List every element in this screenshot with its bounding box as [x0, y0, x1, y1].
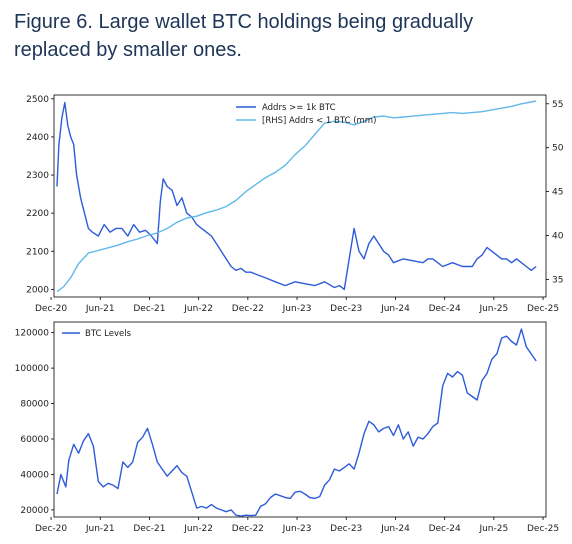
- x-tick-label: Jun-23: [282, 304, 312, 314]
- y-tick-label: 2400: [26, 133, 49, 143]
- figure-title: Figure 6. Large wallet BTC holdings bein…: [14, 11, 474, 61]
- bottom-x-axis: Dec-20 Jun-21 Dec-21 Jun-22 Dec-22 Jun-23 Dec-…: [35, 517, 559, 534]
- x-tick-label: Jun-24: [380, 304, 410, 314]
- x-tick-label: Jun-24: [380, 524, 410, 534]
- x-tick-label: Dec-21: [133, 304, 165, 314]
- y-tick-label: 120000: [15, 329, 50, 339]
- y-tick-label: 2000: [26, 285, 49, 295]
- y2-tick-label: 45: [552, 188, 563, 198]
- x-tick-label: Jun-22: [183, 524, 213, 534]
- y2-tick-label: 55: [552, 100, 563, 110]
- bottom-series-group: [56, 328, 537, 517]
- bottom-legend: BTC Levels: [62, 329, 132, 339]
- y-tick-label: 100000: [15, 364, 50, 374]
- bottom-y-axis: 20000 40000 60000 80000 100000 120000: [15, 329, 54, 516]
- top-series-group: [56, 100, 537, 293]
- bottom-chart-frame: [53, 321, 547, 518]
- y2-tick-label: 35: [552, 275, 563, 285]
- x-tick-label: Jun-22: [183, 304, 213, 314]
- top-chart-frame: [53, 94, 547, 298]
- x-tick-label: Dec-24: [429, 304, 461, 314]
- y2-tick-label: 50: [552, 144, 564, 154]
- y-tick-label: 2500: [26, 95, 49, 105]
- top-legend: Addrs >= 1k BTC [RHS] Addrs < 1 BTC (mm): [236, 103, 376, 126]
- y-tick-label: 20000: [20, 506, 49, 516]
- x-tick-label: Dec-22: [232, 304, 264, 314]
- series-line-0: [56, 328, 537, 517]
- legend-label-large-wallets: Addrs >= 1k BTC: [262, 103, 336, 113]
- legend-label-btc-levels: BTC Levels: [85, 329, 132, 339]
- x-tick-label: Jun-25: [478, 304, 508, 314]
- x-tick-label: Jun-25: [478, 524, 508, 534]
- y-tick-label: 40000: [20, 470, 49, 480]
- top-x-axis: Dec-20 Jun-21 Dec-21 Jun-22 Dec-22 Jun-23 Dec-…: [35, 297, 559, 314]
- series-line-1: [56, 100, 537, 293]
- x-tick-label: Dec-23: [330, 304, 362, 314]
- y-tick-label: 60000: [20, 435, 49, 445]
- y-tick-label: 2100: [26, 247, 49, 257]
- x-tick-label: Jun-23: [282, 524, 312, 534]
- x-tick-label: Jun-21: [85, 524, 115, 534]
- legend-label-small-wallets: [RHS] Addrs < 1 BTC (mm): [262, 116, 376, 126]
- series-line-0: [56, 101, 537, 291]
- x-tick-label: Dec-24: [429, 524, 461, 534]
- top-chart: Dec-20 Jun-21 Dec-21 Jun-22 Dec-22 Jun-23 Dec-…: [26, 94, 564, 314]
- x-tick-label: Dec-25: [527, 524, 559, 534]
- top-y-axis-right: 35 40 45 50 55: [546, 100, 564, 285]
- x-tick-label: Dec-23: [330, 524, 362, 534]
- y2-tick-label: 40: [552, 232, 564, 242]
- x-tick-label: Dec-20: [35, 304, 67, 314]
- y-tick-label: 80000: [20, 400, 49, 410]
- bottom-chart: Dec-20 Jun-21 Dec-21 Jun-22 Dec-22 Jun-23 Dec-…: [15, 321, 559, 534]
- x-tick-label: Dec-22: [232, 524, 264, 534]
- x-tick-label: Dec-21: [133, 524, 165, 534]
- x-tick-label: Jun-21: [85, 304, 115, 314]
- x-tick-label: Dec-25: [527, 304, 559, 314]
- y-tick-label: 2200: [26, 209, 49, 219]
- x-tick-label: Dec-20: [35, 524, 67, 534]
- y-tick-label: 2300: [26, 171, 49, 181]
- top-y-axis-left: 2000 2100 2200 2300 2400 2500: [26, 95, 54, 295]
